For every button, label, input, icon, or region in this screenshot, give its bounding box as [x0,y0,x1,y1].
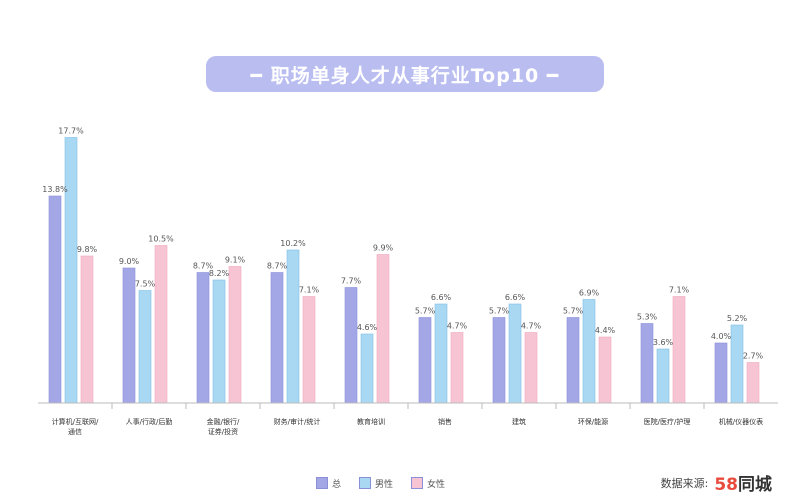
data-label-female-9: 2.7% [743,352,764,361]
bar-female-0 [80,255,94,404]
bar-male-9 [730,324,744,404]
category-label-2-line0: 金融/银行/ [207,417,240,426]
bar-female-6 [524,332,538,404]
data-label-total-9: 4.0% [711,332,732,341]
category-label-1: 人事/行政/后勤 [126,417,173,426]
bar-male-1 [138,290,152,404]
data-label-total-7: 5.7% [563,307,584,316]
data-label-male-6: 6.6% [505,293,526,302]
data-label-female-3: 7.1% [299,286,320,295]
legend-swatch-male [359,477,372,489]
bar-female-1 [154,245,168,404]
bar-female-5 [450,332,464,404]
legend-item-total: 总 [316,477,341,490]
bar-female-3 [302,296,316,404]
data-label-total-2: 8.7% [193,262,214,271]
data-label-male-8: 3.6% [653,338,674,347]
data-label-total-0: 13.8% [42,185,68,194]
data-source: 数据来源: 58同城 [661,470,772,495]
bar-total-3 [270,272,284,404]
bar-female-7 [598,336,612,404]
bar-total-0 [48,195,62,404]
data-label-total-8: 5.3% [637,313,658,322]
category-label-5: 销售 [438,417,452,426]
source-logo: 58同城 [714,470,772,495]
bar-male-0 [64,137,78,404]
legend-label-female: 女性 [427,479,446,490]
data-label-male-7: 6.9% [579,289,600,298]
category-label-6: 建筑 [512,417,526,426]
data-label-total-4: 7.7% [341,277,362,286]
category-label-7: 环保/能源 [578,417,608,426]
bar-total-8 [640,323,654,404]
data-label-male-5: 6.6% [431,293,452,302]
source-logo-num: 58 [714,475,738,495]
bar-female-4 [376,254,390,404]
data-label-female-2: 9.1% [225,256,246,265]
legend-item-female: 女性 [411,477,445,490]
data-label-female-0: 9.8% [77,245,98,254]
data-label-total-5: 5.7% [415,307,436,316]
data-label-male-9: 5.2% [727,314,748,323]
legend-label-total: 总 [332,479,342,490]
bar-total-9 [714,342,728,404]
chart-title: ━ 职场单身人才从事行业Top10 ━ [206,56,604,92]
bar-total-6 [492,317,506,404]
legend-label-male: 男性 [375,479,394,490]
data-label-female-5: 4.7% [447,322,468,331]
legend-item-male: 男性 [359,477,393,490]
data-label-female-4: 9.9% [373,244,394,253]
data-label-female-8: 7.1% [669,286,690,295]
data-label-total-6: 5.7% [489,307,510,316]
category-label-3: 财务/审计/统计 [274,417,321,426]
category-label-8: 医院/医疗/护理 [644,417,691,426]
bar-male-5 [434,303,448,404]
bar-female-9 [746,362,760,404]
data-label-male-0: 17.7% [58,127,84,136]
bar-male-2 [212,279,226,404]
bar-male-6 [508,303,522,404]
legend-swatch-total [316,477,328,489]
bar-total-1 [122,267,136,404]
data-label-total-3: 8.7% [267,262,288,271]
source-label: 数据来源: [660,476,709,490]
bar-male-7 [582,299,596,404]
bar-female-2 [228,266,242,404]
category-label-0-line0: 计算机/互联网/ [52,417,99,426]
category-label-9: 机械/仪器仪表 [719,417,763,426]
category-label-0-line1: 通信 [68,427,82,436]
source-logo-text: 同城 [738,475,772,495]
bar-female-8 [672,296,686,404]
bar-male-8 [656,348,670,404]
data-label-male-2: 8.2% [209,269,230,278]
legend: 总 男性 女性 [316,474,445,492]
bar-total-4 [344,287,358,404]
legend-swatch-female [411,477,424,489]
data-label-male-4: 4.6% [357,323,378,332]
data-label-female-7: 4.4% [595,326,616,335]
data-label-male-1: 7.5% [135,280,156,289]
category-label-4: 教育培训 [357,417,385,426]
category-label-2-line1: 证券/投资 [208,427,238,436]
data-label-total-1: 9.0% [119,257,140,266]
bar-male-4 [360,333,374,404]
bar-total-5 [418,317,432,404]
bar-total-7 [566,317,580,404]
data-label-female-6: 4.7% [521,322,542,331]
data-label-male-3: 10.2% [280,239,306,248]
bar-total-2 [196,272,210,404]
data-label-female-1: 10.5% [148,235,174,244]
bar-male-3 [286,249,300,404]
